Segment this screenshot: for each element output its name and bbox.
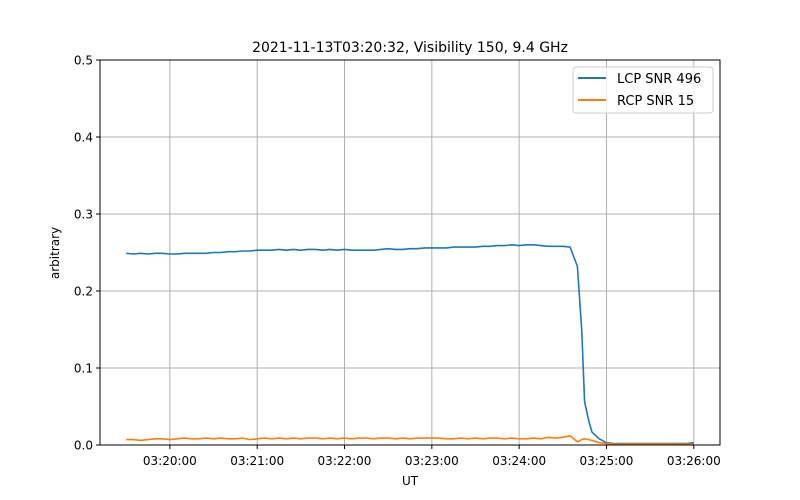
y-tick-label: 0.0 (74, 439, 93, 453)
y-tick-label: 0.1 (74, 362, 93, 376)
ticks: 0.0 0.1 0.2 0.3 0.4 0.5 03:20:00 03:21:00 03:22:… (74, 54, 721, 469)
legend-label-lcp: LCP SNR 496 (617, 72, 701, 87)
x-tick-label: 03:23:00 (405, 454, 459, 468)
series-group (126, 244, 694, 446)
legend-box (572, 66, 714, 114)
y-axis-label: arbitrary (48, 227, 62, 279)
legend-label-rcp: RCP SNR 15 (617, 94, 694, 109)
x-tick-label: 03:21:00 (230, 454, 284, 468)
legend: LCP SNR 496 RCP SNR 15 (572, 66, 714, 114)
y-tick-label: 0.4 (74, 131, 93, 145)
x-tick-label: 03:22:00 (318, 454, 372, 468)
y-tick-label: 0.5 (74, 54, 93, 68)
y-tick-label: 0.3 (74, 208, 93, 222)
x-tick-label: 03:20:00 (143, 454, 197, 468)
x-axis-label: UT (402, 474, 419, 488)
plot-frame (99, 59, 721, 446)
x-tick-label: 03:26:00 (667, 454, 721, 468)
x-tick-label: 03:25:00 (580, 454, 634, 468)
series-line-lcp (126, 244, 694, 445)
series-line-rcp (126, 434, 694, 446)
chart-title: 2021-11-13T03:20:32, Visibility 150, 9.4… (252, 40, 568, 56)
x-tick-label: 03:24:00 (492, 454, 546, 468)
y-tick-label: 0.2 (74, 285, 93, 299)
